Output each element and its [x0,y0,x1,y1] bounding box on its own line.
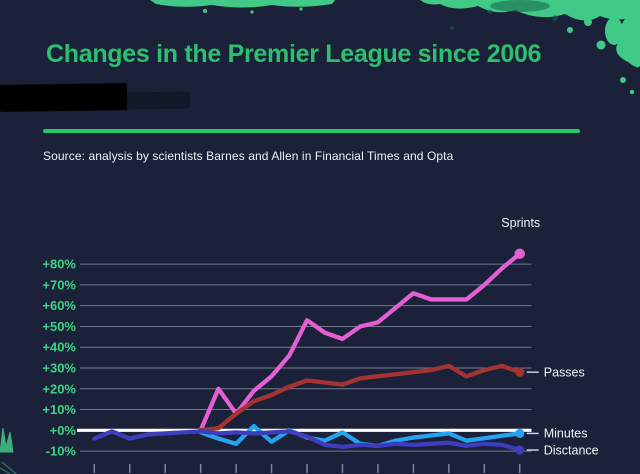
y-tick-label: -10% [46,444,77,459]
series-end-dot-sprints [514,248,525,259]
series-label-distance: Disctance [544,443,599,457]
y-tick-label: +40% [42,340,76,355]
series-line-sprints [198,251,522,433]
source-attribution: Source: analysis by scientists Barnes an… [43,149,454,163]
y-tick-label: +60% [42,298,76,313]
series-label-passes: Passes [544,365,585,379]
y-tick-label: +80% [42,257,76,272]
series-end-dot-passes [515,367,525,377]
series-end-dot-distance [515,445,525,455]
series-line-passes [198,363,522,433]
y-tick-label: +70% [42,277,76,292]
y-tick-label: +10% [42,402,76,417]
y-tick-label: +30% [42,360,76,375]
green-divider-line [43,129,580,133]
series-label-minutes: Minutes [544,427,588,441]
y-tick-label: +20% [42,381,76,396]
y-tick-label: +50% [42,319,76,334]
series-line-distance [92,429,522,453]
y-tick-label: +0% [50,423,77,438]
page-title: Changes in the Premier League since 2006 [46,40,542,68]
series-label-sprints: Sprints [501,216,540,230]
series-end-dot-minutes [515,428,525,439]
